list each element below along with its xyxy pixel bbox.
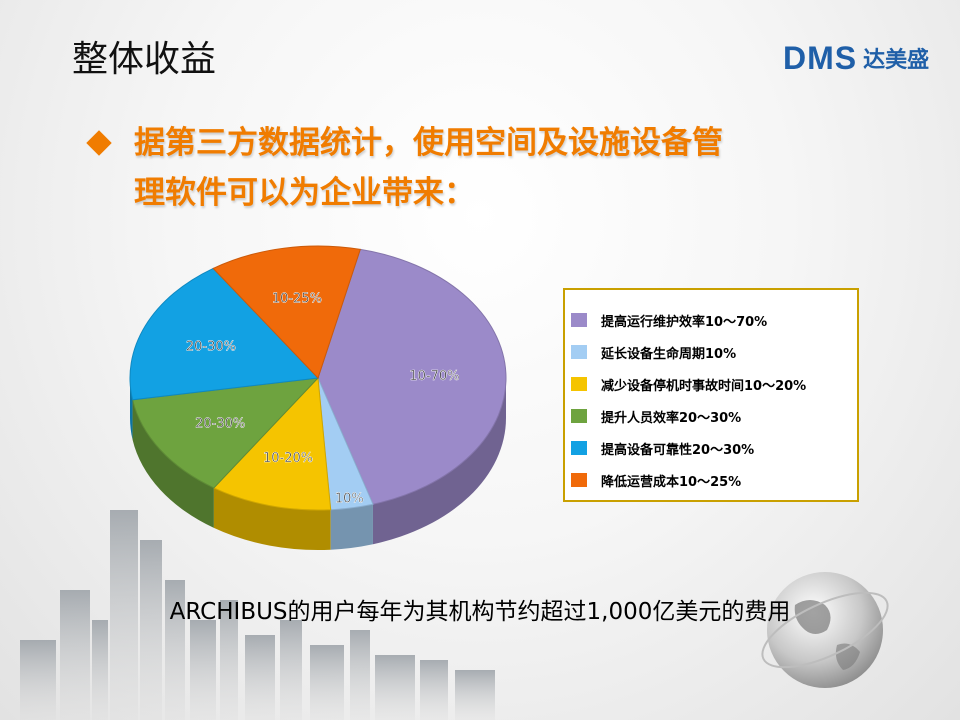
headline-line-1: 据第三方数据统计，使用空间及设施设备管: [134, 125, 723, 161]
legend-label: 提高运行维护效率10～70%: [601, 314, 768, 330]
pie-slice: [131, 377, 320, 489]
pie-slice: [212, 245, 361, 379]
legend-swatch: [571, 473, 587, 487]
legend-item: 提高设备可靠性20～30%: [565, 432, 857, 464]
pie-slice: [317, 248, 507, 505]
pie-slice-side: [372, 378, 506, 545]
legend-swatch: [571, 313, 587, 327]
legend-swatch: [571, 441, 587, 455]
legend-label: 提高设备可靠性20～30%: [601, 442, 755, 458]
legend-label: 提升人员效率20～30%: [601, 410, 742, 426]
data-label: 10-25%: [272, 292, 322, 307]
city-skyline-illustration: [20, 510, 495, 720]
legend-label: 延长设备生命周期10%: [601, 346, 737, 362]
pie-slice: [213, 376, 332, 511]
data-label: 10-70%: [409, 369, 459, 384]
data-label: 10%: [335, 491, 364, 506]
legend-swatch: [571, 409, 587, 423]
headline-line-2: 理软件可以为企业带来：: [134, 175, 475, 211]
legend-swatch: [571, 345, 587, 359]
logo: DMS 达美盛: [783, 38, 929, 78]
data-label: 20-30%: [195, 416, 245, 431]
pie-slice-side: [130, 378, 133, 440]
legend-item: 延长设备生命周期10%: [565, 336, 857, 368]
pie-slice: [129, 267, 320, 401]
page-title: 整体收益: [72, 39, 217, 80]
legend: 提高运行维护效率10～70% 延长设备生命周期10% 减少设备停机时事故时间10…: [563, 288, 859, 502]
legend-item: 提升人员效率20～30%: [565, 400, 857, 432]
data-label: 20-30%: [186, 340, 236, 355]
legend-swatch: [571, 377, 587, 391]
legend-item: 减少设备停机时事故时间10～20%: [565, 368, 857, 400]
logo-mark: DMS: [783, 39, 858, 76]
globe-icon: [761, 572, 889, 688]
pie-slice-side: [330, 504, 373, 550]
legend-item: 降低运营成本10～25%: [565, 464, 857, 496]
data-label: 10-20%: [263, 451, 313, 466]
headline: 据第三方数据统计，使用空间及设施设备管 理软件可以为企业带来：: [86, 118, 890, 218]
pie-slice-side: [213, 487, 331, 551]
logo-name: 达美盛: [863, 48, 930, 73]
legend-label: 降低运营成本10～25%: [601, 474, 742, 490]
legend-item: 提高运行维护效率10～70%: [565, 304, 857, 336]
footer-note: ARCHIBUS的用户每年为其机构节约超过1,000亿美元的费用: [169, 599, 791, 625]
legend-label: 减少设备停机时事故时间10～20%: [601, 378, 807, 394]
pie-slice-side: [132, 399, 214, 528]
